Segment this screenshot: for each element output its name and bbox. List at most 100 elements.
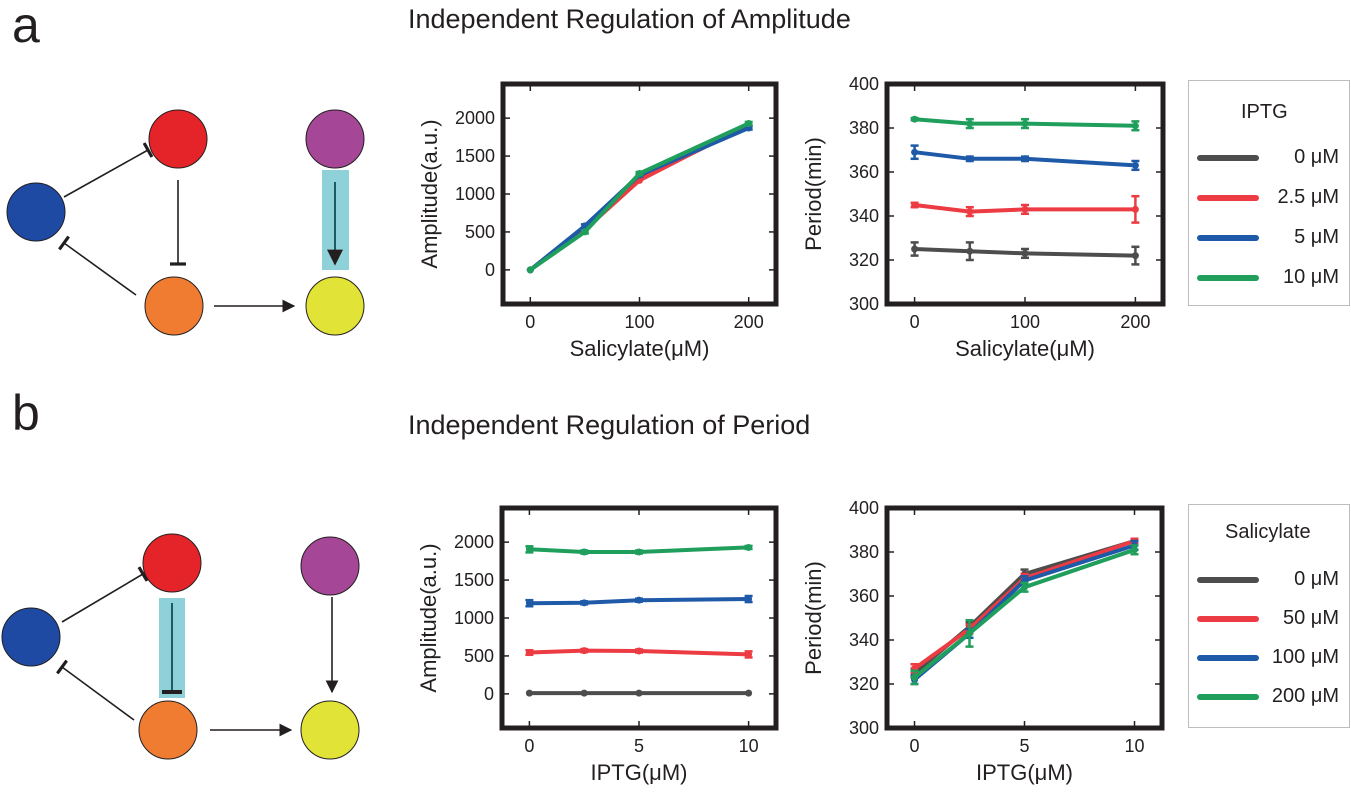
data-point bbox=[1021, 583, 1028, 591]
legend-item: 0 μM bbox=[1189, 143, 1349, 173]
y-tick-label: 500 bbox=[465, 222, 495, 242]
y-tick-label: 340 bbox=[849, 206, 879, 226]
node-blue bbox=[1, 607, 61, 667]
y-tick-label: 0 bbox=[485, 260, 495, 280]
series-line-2 bbox=[527, 597, 751, 606]
x-axis-title: Salicylate(μM) bbox=[570, 336, 710, 361]
data-point bbox=[635, 596, 643, 604]
y-tick-label: 2000 bbox=[455, 108, 495, 128]
data-point bbox=[911, 148, 919, 156]
data-point bbox=[580, 689, 588, 697]
legend-label: 0 μM bbox=[1294, 146, 1339, 168]
legend-iptg: IPTG 0 μM 2.5 μM 5 μM 10 μM bbox=[1188, 80, 1350, 306]
repression-blue-to-red bbox=[61, 566, 149, 623]
series-line-2 bbox=[912, 150, 1138, 168]
y-tick-label: 1500 bbox=[455, 146, 495, 166]
data-point bbox=[745, 650, 753, 658]
data-point bbox=[525, 545, 533, 553]
x-tick-label: 0 bbox=[525, 312, 535, 332]
repression-blue-to-red bbox=[63, 142, 154, 198]
x-tick-label: 0 bbox=[910, 312, 920, 332]
series-line-3 bbox=[912, 547, 1137, 680]
y-axis-title: Period(min) bbox=[801, 561, 826, 675]
y-tick-label: 0 bbox=[484, 684, 494, 704]
y-tick-label: 500 bbox=[464, 646, 494, 666]
legend-title: Salicylate bbox=[1225, 521, 1311, 543]
data-point bbox=[580, 548, 588, 556]
y-tick-label: 360 bbox=[849, 586, 879, 606]
legend-item: 10 μM bbox=[1189, 263, 1349, 293]
y-tick-label: 380 bbox=[849, 542, 879, 562]
series-line-1 bbox=[912, 203, 1138, 214]
series-line-1 bbox=[912, 539, 1137, 671]
legend-label: 0 μM bbox=[1294, 568, 1339, 590]
y-tick-label: 320 bbox=[849, 250, 879, 270]
repression-orange-to-blue bbox=[55, 659, 135, 721]
legend-label: 50 μM bbox=[1283, 607, 1339, 629]
legend-label: 100 μM bbox=[1271, 646, 1339, 668]
panel-a-title: Independent Regulation of Amplitude bbox=[408, 4, 851, 34]
legend-swatch bbox=[1197, 577, 1259, 583]
legend-salicylate: Salicylate 0 μM 50 μM 100 μM 200 μM bbox=[1188, 504, 1350, 728]
series-line-1 bbox=[527, 648, 751, 657]
x-axis-title: IPTG(μM) bbox=[591, 760, 688, 785]
data-point bbox=[966, 247, 974, 255]
x-tick-label: 100 bbox=[624, 312, 654, 332]
legend-label: 2.5 μM bbox=[1277, 186, 1339, 208]
y-tick-label: 360 bbox=[849, 162, 879, 182]
legend-swatch bbox=[1197, 616, 1259, 622]
node-yellow bbox=[305, 276, 365, 336]
data-point bbox=[1021, 155, 1029, 163]
x-tick-label: 0 bbox=[909, 736, 919, 756]
diagram-a bbox=[6, 109, 365, 336]
y-tick-label: 1500 bbox=[454, 570, 494, 590]
legend-swatch bbox=[1197, 195, 1259, 201]
legend-swatch bbox=[1197, 155, 1259, 161]
data-point bbox=[1021, 205, 1029, 213]
y-tick-label: 2000 bbox=[454, 532, 494, 552]
y-tick-label: 300 bbox=[849, 294, 879, 314]
node-orange bbox=[138, 700, 198, 760]
x-tick-label: 10 bbox=[739, 736, 759, 756]
data-point bbox=[635, 548, 643, 556]
data-point bbox=[911, 201, 919, 209]
data-point bbox=[966, 629, 973, 637]
x-tick-label: 10 bbox=[1124, 736, 1144, 756]
y-tick-label: 400 bbox=[849, 498, 879, 518]
legend-item: 5 μM bbox=[1189, 223, 1349, 253]
legend-item: 0 μM bbox=[1189, 565, 1349, 595]
legend-swatch bbox=[1197, 655, 1259, 661]
x-tick-label: 100 bbox=[1010, 312, 1040, 332]
repression-orange-to-blue bbox=[58, 235, 137, 296]
data-point bbox=[745, 689, 753, 697]
data-point bbox=[635, 647, 643, 655]
data-point bbox=[745, 543, 753, 551]
legend-item: 2.5 μM bbox=[1189, 183, 1349, 213]
node-red bbox=[142, 533, 202, 593]
plot-frame bbox=[884, 505, 1165, 731]
data-point bbox=[525, 649, 533, 657]
y-tick-label: 380 bbox=[849, 118, 879, 138]
y-axis-title: Amplitude(a.u.) bbox=[417, 119, 442, 268]
data-point bbox=[911, 673, 918, 681]
data-point bbox=[745, 595, 753, 603]
x-axis-title: IPTG(μM) bbox=[976, 760, 1073, 785]
legend-item: 50 μM bbox=[1189, 604, 1349, 634]
data-point bbox=[1131, 546, 1138, 554]
y-axis-title: Period(min) bbox=[801, 137, 826, 251]
series-line-3 bbox=[528, 121, 751, 272]
data-point bbox=[580, 647, 588, 655]
x-tick-label: 5 bbox=[634, 736, 644, 756]
data-point bbox=[966, 208, 974, 216]
data-point bbox=[966, 155, 974, 163]
legend-label: 200 μM bbox=[1271, 685, 1339, 707]
y-axis-title: Amplitude(a.u.) bbox=[416, 543, 441, 692]
network-diagrams bbox=[1, 109, 365, 760]
legend-title: IPTG bbox=[1241, 101, 1288, 123]
node-magenta bbox=[300, 536, 360, 596]
data-point bbox=[966, 120, 974, 128]
plot-frame bbox=[499, 505, 779, 731]
data-point bbox=[1131, 122, 1139, 130]
data-point bbox=[745, 119, 753, 127]
data-point bbox=[911, 115, 919, 123]
